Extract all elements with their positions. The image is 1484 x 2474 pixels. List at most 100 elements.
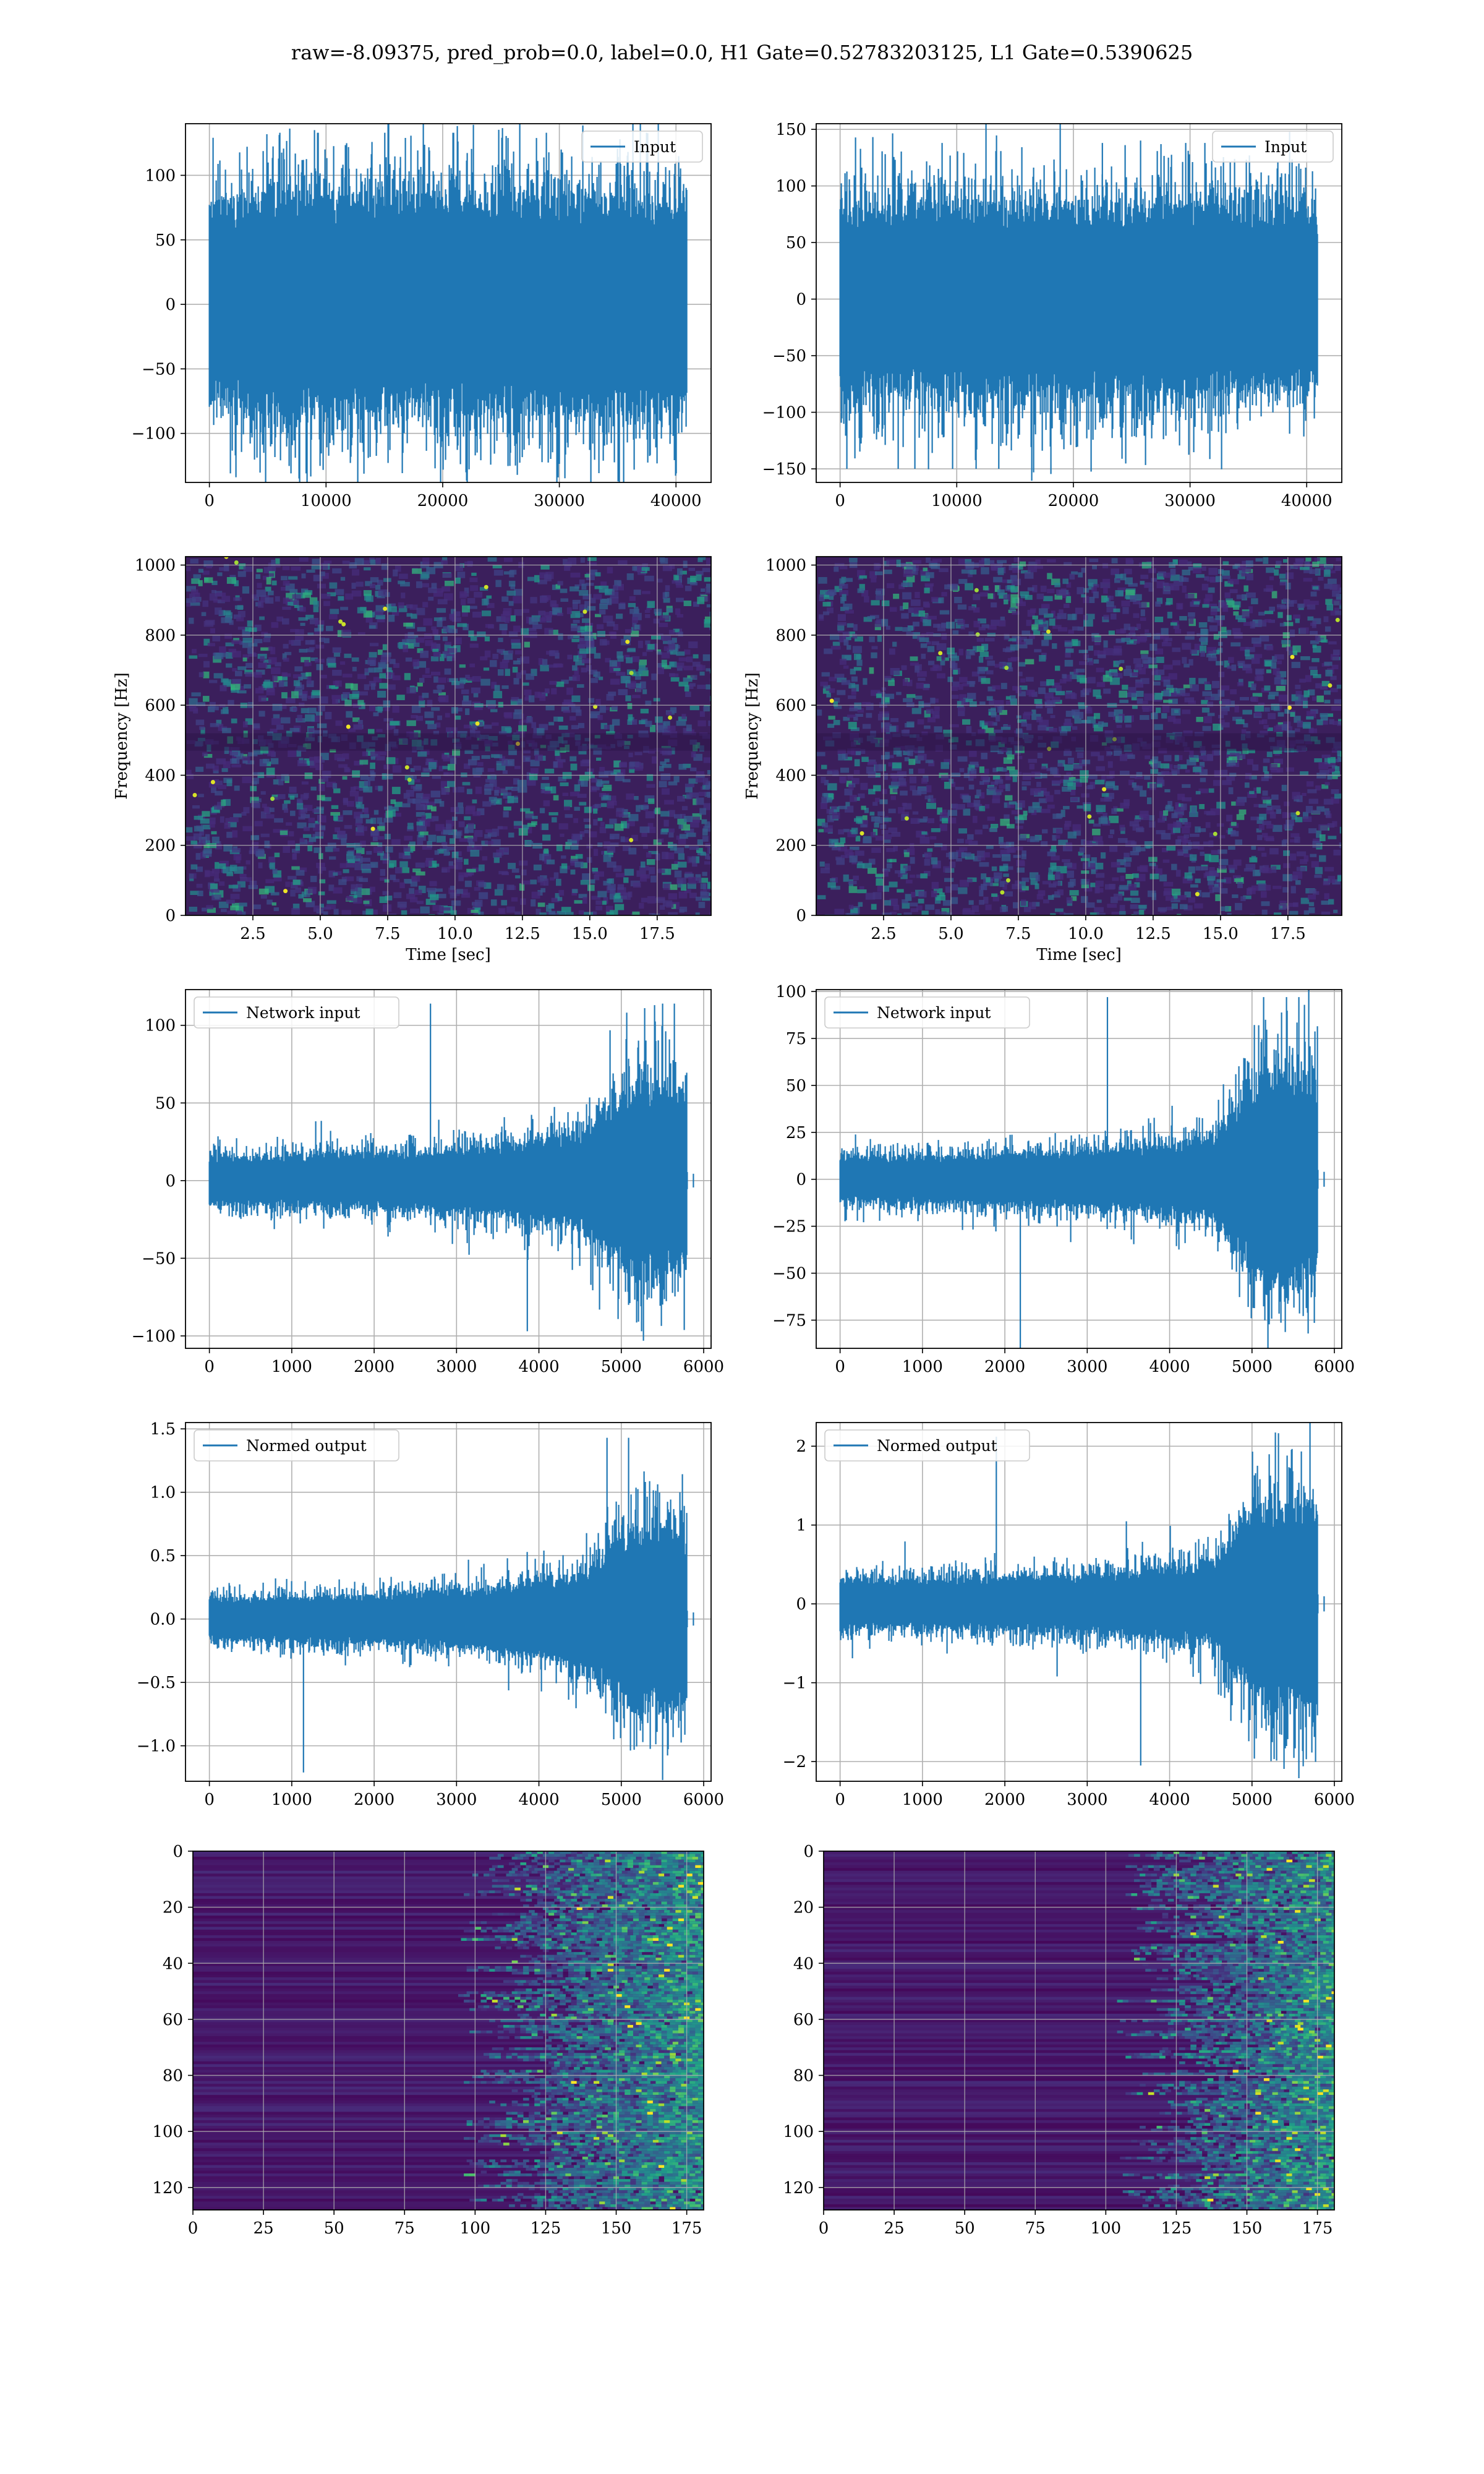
spectrogram-cell <box>1182 841 1187 845</box>
spectrogram-cell <box>354 796 364 802</box>
spectrogram-cell <box>997 560 1007 563</box>
spectrogram-cell <box>1264 685 1271 691</box>
spectrogram-cell <box>1096 695 1102 699</box>
spectrogram-cell <box>496 761 505 765</box>
spectrogram-cell <box>616 614 623 619</box>
spectrogram-cell <box>1273 886 1282 889</box>
spectrogram-cell <box>1040 681 1050 687</box>
spectrogram-cell <box>588 831 597 837</box>
spectrogram-cell <box>979 781 984 785</box>
spectrogram-cell <box>1197 755 1204 760</box>
spectrogram-hotspot <box>404 765 409 770</box>
spectrogram-cell <box>323 601 330 606</box>
spectrogram-cell <box>684 685 689 691</box>
spectrogram-cell <box>1064 774 1074 782</box>
spectrogram-cell <box>1119 884 1129 890</box>
spectrogram-cell <box>683 560 688 568</box>
spectrogram-cell <box>1183 730 1193 737</box>
spectrogram-cell <box>1091 637 1101 642</box>
spectrogram-cell <box>1020 591 1030 596</box>
spectrogram-cell <box>1271 805 1281 810</box>
spectrogram-cell <box>1021 630 1030 636</box>
spectrogram-cell <box>516 672 522 679</box>
spectrogram-cell <box>1020 678 1026 683</box>
spectrogram-cell <box>207 744 211 751</box>
y-tick-label: 0 <box>796 291 806 309</box>
spectrogram-cell <box>574 900 582 904</box>
spectrogram-cell <box>1188 755 1199 759</box>
spectrogram-cell <box>270 807 275 812</box>
spectrogram-cell <box>292 904 300 910</box>
spectrogram-cell <box>401 910 407 915</box>
spectrogram-cell <box>847 831 857 837</box>
spectrogram-cell <box>1058 839 1068 845</box>
spectrogram-cell <box>944 782 951 789</box>
spectrogram-cell <box>378 589 388 596</box>
spectrogram-cell <box>406 790 414 797</box>
spectrogram-cell <box>410 909 420 914</box>
spectrogram-cell <box>245 718 254 725</box>
spectrogram-cell <box>1069 890 1079 896</box>
spectrogram-cell <box>1289 740 1296 747</box>
spectrogram-cell <box>186 836 195 841</box>
spectrogram-cell <box>877 811 885 816</box>
spectrogram-cell <box>189 617 194 624</box>
spectrogram-cell <box>1032 584 1038 593</box>
spectrogram-cell <box>266 688 275 696</box>
spectrogram-cell <box>307 886 317 894</box>
spectrogram-cell <box>876 693 882 698</box>
spectrogram-cell <box>470 585 479 591</box>
spectrogram-cell <box>933 623 940 628</box>
spectrogram-cell <box>1243 622 1252 627</box>
spectrogram-cell <box>1281 640 1291 644</box>
spectrogram-cell <box>297 800 303 805</box>
spectrogram-cell <box>190 559 198 564</box>
spectrogram-cell <box>578 751 587 755</box>
spectrogram-cell <box>1209 625 1218 631</box>
spectrogram-cell <box>471 744 479 750</box>
x-tick-label: 12.5 <box>505 925 540 943</box>
spectrogram-cell <box>446 820 454 826</box>
spectrogram-cell <box>842 654 851 661</box>
spectrogram-cell <box>566 687 574 695</box>
spectrogram-cell <box>1269 606 1276 612</box>
spectrogram-cell <box>1064 604 1070 608</box>
spectrogram-cell <box>1098 721 1104 727</box>
spectrogram-cell <box>503 571 511 575</box>
spectrogram-cell <box>387 805 393 811</box>
spectrogram-cell <box>947 653 957 658</box>
spectrogram-cell <box>979 792 985 799</box>
spectrogram-cell <box>546 651 552 655</box>
spectrogram-cell <box>1286 564 1291 570</box>
spectrogram-cell <box>1179 616 1187 621</box>
spectrogram-cell <box>1034 788 1041 793</box>
spectrogram-cell <box>1321 901 1329 905</box>
spectrogram-cell <box>962 719 971 725</box>
spectrogram-cell <box>301 781 309 785</box>
spectrogram-cell <box>544 574 552 581</box>
spectrogram-cell <box>892 733 901 737</box>
spectrogram-cell <box>830 878 836 882</box>
spectrogram-cell <box>412 746 417 753</box>
spectrogram-cell <box>1046 768 1052 771</box>
spectrogram-cell <box>270 729 278 733</box>
spectrogram-cell <box>203 844 210 849</box>
spectrogram-cell <box>1106 605 1117 613</box>
spectrogram-cell <box>521 741 526 748</box>
spectrogram-cell <box>821 776 826 784</box>
spectrogram-cell <box>332 783 338 789</box>
spectrogram-cell <box>973 646 978 653</box>
spectrogram-cell <box>913 622 919 627</box>
spectrogram-cell <box>1004 802 1010 808</box>
spectrogram-cell <box>1213 634 1219 640</box>
spectrogram-cell <box>558 889 565 896</box>
spectrogram-cell <box>385 846 393 853</box>
spectrogram-cell <box>868 789 876 795</box>
spectrogram-cell <box>373 810 379 815</box>
spectrogram-cell <box>889 648 895 655</box>
spectrogram-cell <box>1300 771 1309 776</box>
spectrogram-cell <box>349 693 359 700</box>
spectrogram-cell <box>368 667 376 673</box>
spectrogram-cell <box>957 839 964 844</box>
